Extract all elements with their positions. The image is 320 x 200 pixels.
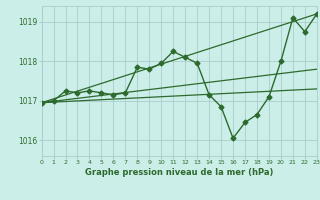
- X-axis label: Graphe pression niveau de la mer (hPa): Graphe pression niveau de la mer (hPa): [85, 168, 273, 177]
